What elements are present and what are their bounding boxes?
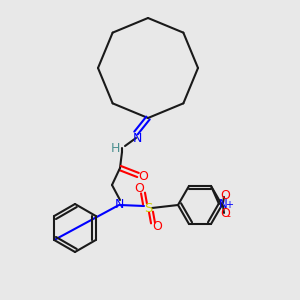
- Text: O: O: [152, 220, 162, 233]
- Text: S: S: [144, 202, 152, 215]
- Text: O: O: [134, 182, 144, 196]
- Text: N: N: [132, 131, 142, 145]
- Text: N: N: [114, 199, 124, 212]
- Text: -: -: [226, 211, 230, 221]
- Text: O: O: [220, 189, 230, 203]
- Text: O: O: [220, 207, 230, 220]
- Text: H: H: [110, 142, 120, 154]
- Text: N: N: [219, 198, 227, 212]
- Text: O: O: [138, 170, 148, 184]
- Text: +: +: [225, 200, 233, 210]
